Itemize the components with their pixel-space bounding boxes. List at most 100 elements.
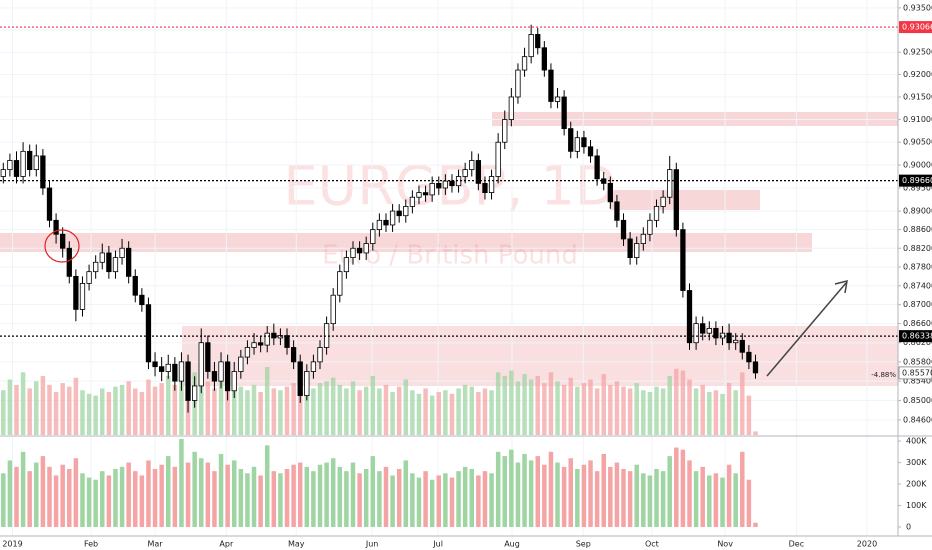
candle-body [370,229,376,244]
volume-bar [449,477,455,527]
candle-body [304,371,310,397]
candle-body [224,361,231,392]
price-label: 0.86338 [902,332,932,341]
candle-body [667,169,673,198]
candle-body [132,275,138,296]
y-tick-label: 0.93500 [903,3,932,12]
volume-tick-label: 300K [906,458,927,467]
volume-bar [462,466,468,527]
volume-bar [264,445,270,527]
volume-bar [93,479,98,527]
volume-overlay [1,361,758,435]
volume-overlay-bar [542,383,547,435]
candle-body [581,137,587,148]
volume-bar [225,464,230,527]
volume-overlay-bar [264,366,270,435]
volume-overlay-bar [667,375,672,435]
volume-bar [608,466,613,527]
candle-body [634,243,640,259]
candle-body [165,363,171,372]
volume-bar [456,471,461,527]
change-label: -4.88% [871,371,896,379]
x-tick-label: 2019 [2,540,22,549]
candle-body [389,210,396,226]
price-label: 0.89660 [902,176,932,185]
volume-bar [726,464,732,527]
volume-bar [423,471,428,527]
candle-body [403,206,409,217]
volume-overlay-bar [67,386,72,435]
volume-bar [390,475,395,527]
volume-bar [667,456,672,527]
volume-bar [700,466,705,527]
volume-bar [357,473,362,527]
volume-overlay-bar [627,388,633,435]
candle-body [475,160,482,184]
volume-overlay-bar [291,383,296,435]
volume-bar [14,466,19,527]
candle-body [752,361,759,374]
candle-body [53,219,59,235]
volume-bar [482,471,488,527]
candle-body [60,233,66,249]
volume-bar [561,466,567,527]
volume-bar [429,479,435,527]
volume-bar [212,471,217,527]
volume-bar [634,464,639,527]
volume-overlay-bar [443,390,448,435]
candle-body [244,347,251,358]
candle-body [330,294,336,325]
volume-overlay-bar [27,388,32,435]
volume-overlay-bar [258,392,263,435]
volume-overlay-bar [304,384,310,435]
candle-body [7,160,13,171]
volume-overlay-bar [205,381,211,435]
volume-bar [152,469,158,527]
volume-bar [568,458,573,527]
candle-body [46,187,53,221]
volume-bar [192,451,197,527]
volume-overlay-bar [172,384,178,435]
last-price-label: 0.85570 [902,368,932,377]
volume-bar [47,466,52,527]
volume-overlay-bar [225,383,230,435]
volume-overlay-bar [746,395,752,435]
volume-overlay-bar [330,377,336,435]
candle-body [383,219,389,226]
volume-overlay-bar [231,379,237,435]
volume-overlay-bar [581,383,587,435]
candle-body [462,169,468,177]
volume-overlay-bar [528,379,534,435]
volume-overlay-bar [423,388,428,435]
candle-body [93,261,99,273]
candle-body [422,192,429,196]
volume-bar [146,460,151,527]
volume-bar [330,458,336,527]
candle-body [152,361,158,368]
volume-overlay-bar [509,370,514,435]
candle-body [713,328,719,339]
volume-overlay-bar [20,372,26,435]
volume-bar [469,469,475,527]
arrow-drawing [766,282,847,377]
volume-overlay-bar [212,388,217,435]
volume-bar [278,473,283,527]
volume-bar [383,466,389,527]
volume-overlay-bar [396,386,402,435]
volume-overlay-bar [449,393,455,435]
candle-body [568,128,574,152]
candle-body [337,271,343,296]
volume-overlay-bar [634,383,639,435]
candle-body [528,34,534,58]
candles [0,24,759,413]
volume-overlay-bar [753,431,758,435]
volume-overlay-bar [436,392,442,435]
